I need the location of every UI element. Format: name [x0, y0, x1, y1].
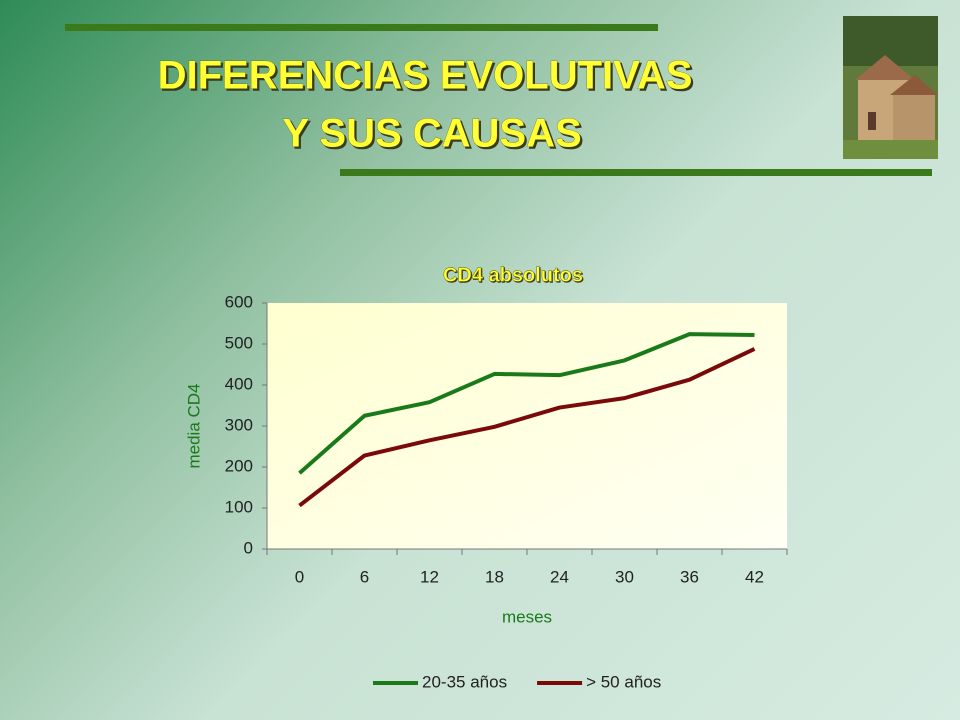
decor-bar	[65, 24, 658, 31]
x-axis-label: meses	[502, 607, 552, 626]
y-tick-label: 300	[225, 415, 253, 434]
title-line: DIFERENCIAS EVOLUTIVAS	[158, 54, 693, 98]
y-axis-label: media CD4	[184, 383, 203, 468]
x-tick-label: 36	[680, 567, 699, 586]
x-tick-label: 0	[295, 567, 304, 586]
x-tick-label: 42	[745, 567, 764, 586]
legend-label: 20-35 años	[422, 672, 507, 691]
y-tick-label: 400	[225, 374, 253, 393]
y-tick-label: 500	[225, 333, 253, 352]
y-tick-label: 0	[244, 538, 253, 557]
x-tick-label: 6	[360, 567, 369, 586]
y-tick-label: 100	[225, 497, 253, 516]
plot-area	[267, 303, 787, 549]
y-tick-label: 200	[225, 456, 253, 475]
x-tick-label: 24	[550, 567, 569, 586]
legend-label: > 50 años	[586, 672, 661, 691]
x-tick-label: 12	[420, 567, 439, 586]
chart-title: CD4 absolutos	[443, 264, 583, 286]
series-line	[298, 332, 755, 475]
x-tick-label: 30	[615, 567, 634, 586]
chart: 0 100 200 300 400 500 600 0 6 12 18 24 30 36 42 20-35 a…	[225, 292, 788, 691]
series-line	[298, 347, 756, 508]
decor-bar	[340, 169, 932, 176]
y-tick-label: 600	[225, 292, 253, 311]
title-line: Y SUS CAUSAS	[282, 112, 581, 156]
x-tick-label: 18	[485, 567, 504, 586]
photo	[843, 16, 938, 159]
